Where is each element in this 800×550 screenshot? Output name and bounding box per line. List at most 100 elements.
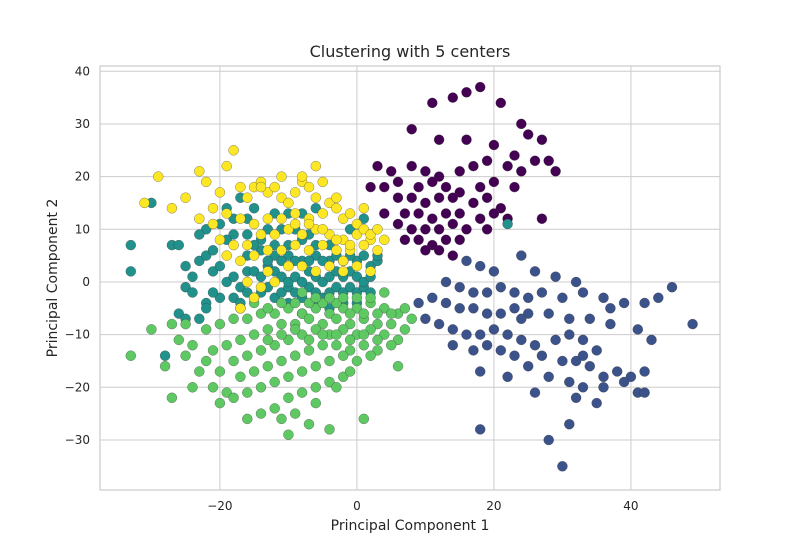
- plot-area: [99, 65, 721, 491]
- scatter-point: [242, 239, 253, 251]
- scatter-point: [207, 266, 219, 277]
- scatter-point: [194, 213, 205, 224]
- scatter-point: [214, 292, 226, 303]
- scatter-point: [454, 282, 465, 293]
- scatter-point: [577, 382, 589, 393]
- y-tick-label: 30: [75, 117, 90, 131]
- scatter-point: [248, 250, 260, 261]
- scatter-point: [481, 224, 493, 235]
- scatter-point: [536, 134, 548, 145]
- scatter-point: [577, 334, 589, 346]
- scatter-point: [598, 292, 609, 303]
- scatter-point: [570, 392, 582, 403]
- scatter-point: [283, 197, 294, 209]
- scatter-point: [290, 408, 301, 419]
- scatter-point: [276, 255, 287, 267]
- scatter-point: [269, 340, 280, 351]
- scatter-point: [194, 255, 205, 267]
- scatter-point: [495, 203, 506, 214]
- scatter-point: [159, 350, 171, 361]
- scatter-point: [235, 181, 246, 193]
- scatter-point: [598, 371, 609, 382]
- scatter-point: [509, 181, 520, 193]
- scatter-point: [310, 382, 321, 393]
- y-tick-label: −20: [65, 380, 90, 394]
- scatter-point: [413, 181, 424, 193]
- scatter-point: [235, 255, 246, 267]
- scatter-point: [372, 160, 383, 172]
- scatter-point: [488, 176, 500, 188]
- plot-frame: [99, 65, 721, 491]
- scatter-point: [536, 350, 548, 361]
- scatter-point: [296, 387, 308, 398]
- scatter-point: [317, 340, 328, 351]
- scatter-point: [255, 382, 267, 393]
- scatter-point: [276, 413, 287, 425]
- scatter-point: [255, 345, 267, 356]
- scatter-point: [324, 197, 335, 209]
- scatter-point: [324, 271, 335, 282]
- scatter-point: [447, 324, 458, 335]
- scatter-point: [344, 345, 356, 356]
- scatter-point: [207, 287, 219, 298]
- x-tick-label: 40: [623, 499, 638, 513]
- scatter-point: [433, 224, 445, 235]
- scatter-point: [296, 229, 308, 240]
- scatter-point: [125, 239, 136, 251]
- y-tick-label: −30: [65, 433, 90, 447]
- scatter-point: [392, 361, 404, 372]
- scatter-point: [235, 334, 246, 346]
- scatter-point: [475, 424, 486, 435]
- scatter-point: [379, 287, 390, 298]
- scatter-point: [317, 208, 328, 219]
- scatter-point: [228, 229, 239, 240]
- scatter-point: [461, 224, 472, 235]
- scatter-point: [372, 318, 383, 330]
- x-axis-label: Principal Component 1: [331, 518, 490, 534]
- scatter-point: [536, 213, 548, 224]
- scatter-point: [262, 245, 273, 256]
- scatter-point: [331, 192, 342, 203]
- scatter-point: [461, 329, 472, 340]
- scatter-point: [536, 287, 548, 298]
- scatter-point: [372, 345, 383, 356]
- scatter-point: [577, 350, 589, 361]
- scatter-point: [214, 187, 226, 198]
- cluster-3-points: [125, 287, 417, 440]
- scatter-point: [529, 266, 541, 277]
- scatter-point: [248, 366, 260, 377]
- scatter-point: [358, 340, 369, 351]
- scatter-point: [543, 434, 554, 446]
- scatter-point: [687, 318, 698, 330]
- scatter-point: [310, 361, 321, 372]
- scatter-point: [406, 192, 417, 203]
- scatter-point: [125, 266, 136, 277]
- scatter-point: [269, 403, 280, 414]
- scatter-point: [351, 218, 363, 230]
- scatter-point: [201, 355, 212, 367]
- scatter-point: [557, 461, 568, 472]
- scatter-point: [283, 334, 294, 346]
- scatter-point: [262, 213, 273, 224]
- scatter-point: [166, 318, 178, 330]
- scatter-point: [392, 218, 404, 230]
- scatter-point: [386, 166, 397, 177]
- scatter-point: [358, 250, 369, 261]
- scatter-point: [303, 313, 315, 324]
- scatter-point: [468, 303, 479, 314]
- scatter-point: [317, 329, 328, 340]
- scatter-point: [440, 181, 452, 193]
- scatter-point: [481, 155, 493, 166]
- scatter-point: [310, 266, 321, 277]
- scatter-point: [187, 382, 198, 393]
- scatter-point: [338, 292, 349, 303]
- scatter-point: [440, 297, 452, 309]
- scatter-point: [502, 160, 513, 172]
- scatter-point: [488, 266, 500, 277]
- scatter-point: [255, 181, 267, 193]
- scatter-point: [433, 134, 445, 145]
- scatter-point: [303, 245, 315, 256]
- scatter-point: [242, 413, 253, 425]
- scatter-point: [214, 234, 226, 245]
- scatter-point: [666, 282, 678, 293]
